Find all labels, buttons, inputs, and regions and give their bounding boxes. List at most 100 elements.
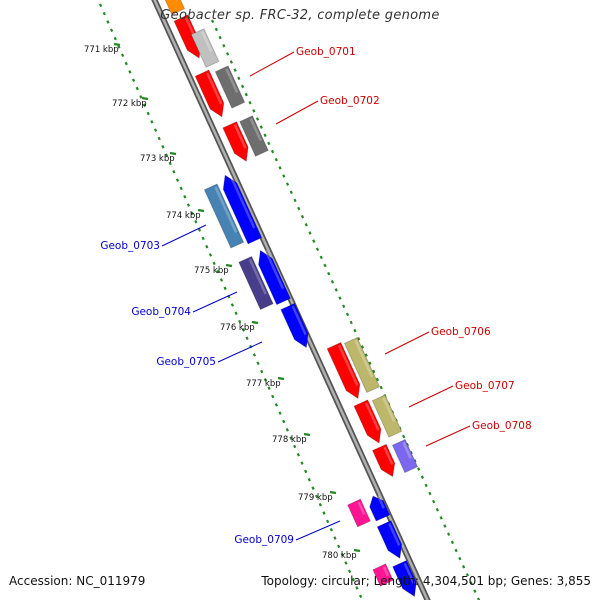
ring-dot [379,385,383,390]
ring-dot [465,573,469,577]
ring-dot [462,564,466,569]
ring-dot [142,103,147,107]
gene-feature-geob-0707[interactable] [353,399,382,444]
gene-feature[interactable] [376,520,403,559]
ring-dot [285,182,290,186]
gene-label-geob-0701[interactable]: Geob_0701 [296,46,356,58]
gene-label-geob-0706[interactable]: Geob_0706 [431,326,491,338]
ring-dot [208,253,213,257]
cog-feature-geob-0707[interactable] [371,394,403,438]
kbp-tick-label: 778 kbp [272,435,307,445]
kbp-tick-label: 773 kbp [140,154,175,164]
ring-dot [329,527,333,532]
kbp-tick-mark [197,208,205,213]
ring-dot [153,128,158,132]
ring-dot [267,141,271,146]
kbp-tick-mark [169,151,177,156]
ring-dot [428,491,432,496]
cog-feature-geob-0702[interactable] [239,115,269,157]
cog-feature-geob-0704[interactable] [238,255,274,311]
kbp-tick-mark [303,432,311,437]
ring-dot [186,203,191,207]
kbp-tick-mark [251,320,259,325]
ring-dot [164,153,169,157]
ring-dot [293,444,297,449]
gene-feature-geob-0709[interactable] [369,495,391,522]
gene-feature-geob-0704[interactable] [258,249,291,306]
gene-label-leader [275,100,319,125]
gene-label-geob-0707[interactable]: Geob_0707 [455,380,515,392]
gene-feature-partial[interactable] [159,0,186,16]
gene-label-geob-0709[interactable]: Geob_0709 [234,534,294,546]
ring-dot [432,499,436,504]
cog-feature[interactable] [190,28,220,68]
ring-dot [135,86,139,91]
cog-feature-geob-0709[interactable] [347,498,371,528]
gene-label-geob-0702[interactable]: Geob_0702 [320,95,380,107]
ring-dot [278,411,282,415]
gene-feature-geob-0706[interactable] [326,341,361,400]
ring-dot [278,166,282,170]
ring-dot [342,304,346,308]
ring-dot [194,219,198,224]
cog-feature-geob-0701[interactable] [214,65,246,109]
cog-feature-geob-0706[interactable] [343,337,381,393]
ring-dot [216,269,220,274]
ring-dot [359,594,363,599]
gene-label-geob-0703[interactable]: Geob_0703 [100,240,160,252]
ring-dot [334,288,338,292]
ring-dot [233,68,237,72]
ring-dot [296,453,300,457]
ring-dot [263,378,267,382]
cog-feature-geob-0708[interactable] [391,438,419,474]
ring-dot [345,312,350,317]
cog-feature[interactable] [372,563,394,587]
ring-dot [435,507,439,512]
ring-dot [245,336,249,341]
ring-dot [270,149,275,154]
kbp-ticks: 771 kbp 772 kbp 773 kbp 774 kbp 775 kbp 776 k… [84,42,361,561]
ring-dot [150,120,154,124]
gene-label-leader [192,291,238,313]
ring-dot [375,377,380,382]
ring-dot [168,161,172,166]
ring-dot [274,157,278,162]
ring-dot [234,311,238,316]
ring-dot [312,239,316,243]
gene-feature-geob-0703[interactable] [222,174,263,245]
ring-dot [353,328,357,333]
gene-feature-geob-0701[interactable] [194,69,225,118]
genome-title: Geobacter sp. FRC-32, complete genome [160,8,440,23]
ring-dot [330,280,335,284]
ring-dot [117,45,121,49]
ring-dot [256,361,260,365]
ring-dot [282,174,286,178]
ring-dot [131,78,136,82]
kbp-tick-label: 780 kbp [322,551,357,561]
ring-dot [333,536,337,540]
gene-label-geob-0705[interactable]: Geob_0705 [156,356,216,368]
ring-dot [304,469,308,474]
ring-dot [282,419,286,424]
gene-label-geob-0704[interactable]: Geob_0704 [131,306,191,318]
ring-dot [106,20,110,24]
gene-feature-geob-0708[interactable] [372,443,396,478]
gene-label-geob-0708[interactable]: Geob_0708 [472,420,532,432]
gene-feature[interactable] [392,559,417,598]
ring-dot [260,369,264,374]
cog-feature-geob-0703[interactable] [203,183,245,249]
ring-dot [271,394,275,399]
gene-feature-geob-0702[interactable] [222,121,249,162]
ring-dot [240,84,245,89]
ring-dot [219,278,224,282]
kbp-tick-label: 774 kbp [166,211,201,221]
ring-dot [293,198,297,203]
ring-dot [473,589,477,593]
kbp-tick-label: 779 kbp [298,493,333,503]
gene-feature-geob-0705[interactable] [280,302,309,349]
ring-dot [230,303,235,307]
ring-dot [348,569,352,574]
ring-dot [300,461,304,465]
